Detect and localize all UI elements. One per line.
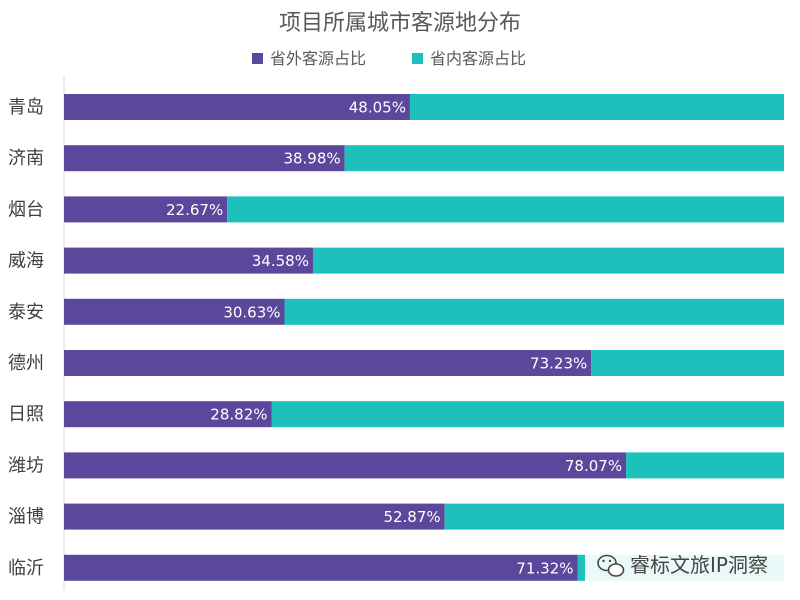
- bar-outside-province: [64, 503, 445, 530]
- category-label: 日照: [8, 404, 44, 425]
- bar-inside-province: [284, 298, 784, 325]
- bar-row: 威海 34.58%: [8, 247, 784, 274]
- category-label: 烟台: [8, 199, 44, 220]
- bar-row: 日照 28.82%: [8, 401, 784, 428]
- bar-outside-province: [64, 350, 592, 376]
- data-label: 30.63%: [223, 303, 280, 321]
- data-label: 22.67%: [166, 201, 223, 219]
- bar-inside-province: [227, 196, 784, 223]
- category-label: 青岛: [8, 97, 44, 118]
- bar-outside-province: [64, 401, 272, 428]
- data-label: 71.32%: [516, 559, 573, 577]
- category-label: 德州: [8, 353, 44, 374]
- bar-rows: 青岛 48.05% 济南 38.98% 烟台 22.67% 威海 34.58% 泰安 30.63%…: [8, 94, 784, 581]
- data-label: 73.23%: [530, 355, 587, 373]
- data-label: 28.82%: [210, 406, 267, 424]
- legend: 省外客源占比 省内客源占比: [252, 49, 526, 68]
- category-label: 济南: [8, 148, 44, 169]
- bar-inside-province: [344, 145, 784, 172]
- data-label: 78.07%: [565, 457, 622, 475]
- bar-inside-province: [409, 94, 784, 120]
- bar-inside-province: [312, 247, 784, 274]
- bar-inside-province: [626, 452, 784, 479]
- bar-inside-province: [271, 401, 784, 428]
- data-label: 38.98%: [283, 150, 340, 168]
- data-label: 48.05%: [349, 99, 406, 117]
- bar-row: 青岛 48.05%: [8, 94, 784, 120]
- bar-outside-province: [64, 554, 578, 581]
- watermark-text: 睿标文旅IP洞察: [630, 553, 768, 577]
- bar-row: 淄博 52.87%: [8, 503, 784, 530]
- bar-inside-province: [591, 350, 784, 376]
- bar-row: 济南 38.98%: [8, 145, 784, 172]
- bar-row: 烟台 22.67%: [8, 196, 784, 223]
- bar-row: 潍坊 78.07%: [8, 452, 784, 479]
- watermark: 睿标文旅IP洞察: [585, 545, 785, 585]
- legend-label: 省内客源占比: [430, 49, 526, 68]
- category-label: 临沂: [8, 558, 44, 579]
- category-label: 淄博: [8, 507, 44, 528]
- bar-outside-province: [64, 247, 313, 274]
- bar-row: 德州 73.23%: [8, 350, 784, 376]
- category-label: 泰安: [8, 302, 44, 323]
- wechat-icon: [597, 554, 625, 577]
- data-label: 52.87%: [383, 508, 440, 526]
- legend-label: 省外客源占比: [270, 49, 366, 68]
- bar-outside-province: [64, 196, 228, 223]
- bar-outside-province: [64, 298, 285, 325]
- bar-row: 泰安 30.63%: [8, 298, 784, 325]
- legend-swatch: [252, 53, 263, 64]
- category-label: 威海: [8, 251, 44, 272]
- legend-swatch: [412, 53, 423, 64]
- category-label: 潍坊: [8, 455, 44, 476]
- data-label: 34.58%: [252, 252, 309, 270]
- bar-outside-province: [64, 452, 627, 479]
- bar-outside-province: [64, 145, 345, 172]
- chart-title: 项目所属城市客源地分布: [279, 11, 521, 36]
- bar-outside-province: [64, 94, 410, 120]
- bar-inside-province: [444, 503, 784, 530]
